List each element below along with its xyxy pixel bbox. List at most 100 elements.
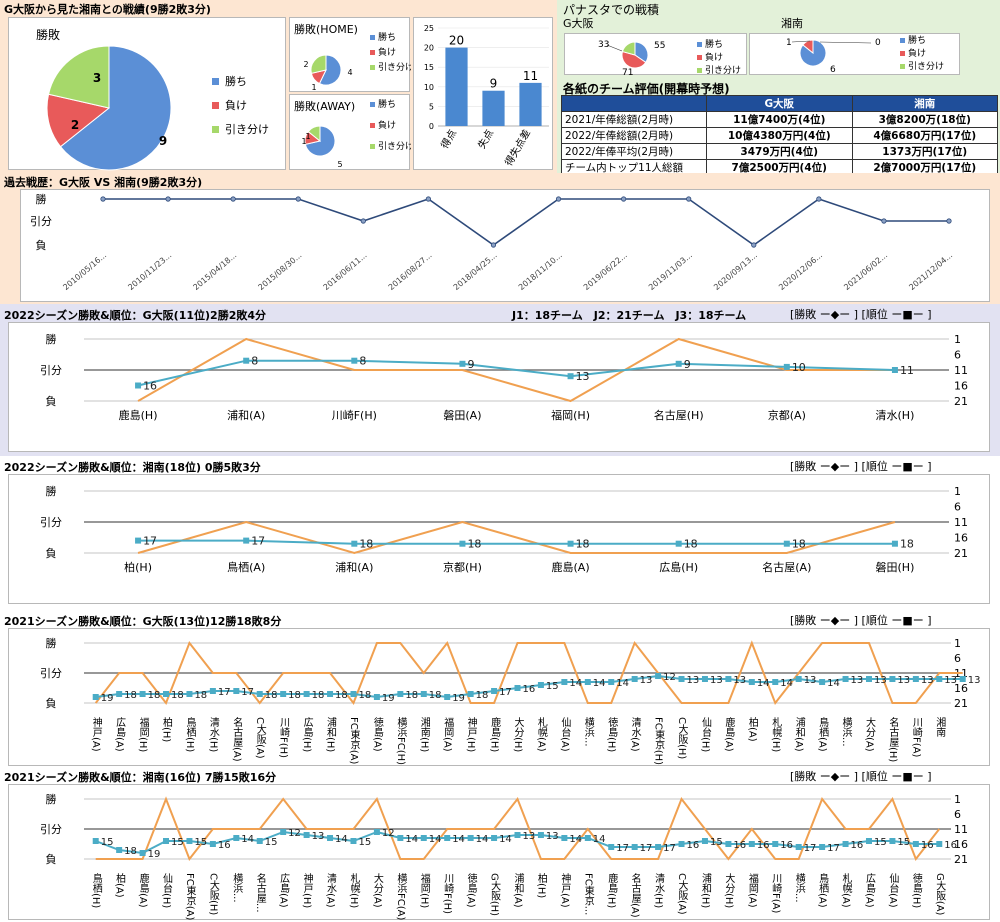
rank-point	[561, 835, 568, 841]
y-label: 引分	[40, 822, 62, 836]
history-point	[621, 196, 627, 202]
bar-得点	[445, 47, 468, 126]
rank-value-label: 16	[780, 840, 793, 851]
x-tick-label: C大阪(A)	[676, 873, 688, 915]
home-pie-title: 勝敗(HOME)	[294, 23, 358, 36]
x-tick-label: FC東京(A)	[184, 873, 196, 920]
rank-point	[139, 691, 146, 697]
x-tick-label: 得失点差	[502, 127, 533, 168]
rank-point	[631, 844, 638, 850]
x-tick-label: 名古屋(A)	[231, 716, 243, 762]
x-tick-label: 鹿島(A)	[723, 716, 735, 752]
x-tick-label: 得点	[439, 128, 459, 151]
rank-value-label: 14	[780, 678, 793, 689]
pie-value-label: 3	[93, 71, 101, 85]
pie-slice-引き分け	[310, 54, 327, 74]
x-tick-label: 柏(A)	[114, 872, 126, 898]
rank-point	[912, 676, 919, 682]
legend-label: 引き分け	[378, 141, 411, 152]
rank-point	[725, 676, 732, 682]
rank-value-label: 14	[569, 678, 582, 689]
x-tick-label: 川崎F(H)	[332, 408, 377, 422]
y-label: 引分	[40, 666, 62, 680]
pie-slice-勝ち	[634, 41, 649, 64]
rank-value-label: 13	[968, 675, 981, 686]
pie-slice-勝ち	[59, 45, 172, 171]
rank-point	[139, 850, 146, 856]
rank-value-label: 15	[546, 681, 559, 692]
history-panel: 過去戦歴：G大阪 VS 湘南(9勝2敗3分) 勝引分負 2010/05/16...…	[0, 173, 1000, 304]
rank-point	[351, 357, 358, 364]
rank-tick-label: 21	[954, 547, 968, 560]
eval-label: 2021/年俸総額(2月時)	[561, 111, 707, 128]
rank-point	[459, 540, 466, 547]
history-point	[100, 196, 106, 202]
pie-slice-引き分け	[621, 41, 636, 56]
x-tick-label: 清水(H)	[653, 872, 665, 909]
x-tick-label: 2020/12/06...	[777, 251, 824, 292]
rank-point	[491, 688, 498, 694]
main-pie-box: 勝敗 9 2 3 勝ち 負け 引き分け	[8, 17, 286, 171]
rank-point	[865, 676, 872, 682]
eval-label: チーム内トップ11人総額	[561, 159, 707, 176]
rank-value-label: 17	[143, 535, 157, 548]
rank-value-label: 17	[241, 687, 254, 698]
season-2021-gosaka-panel: 2021シーズン勝敗&順位：G大阪(13位)12勝18敗8分 [勝敗 ー◆ー ]…	[0, 610, 1000, 766]
rank-point	[842, 841, 849, 847]
x-tick-label: 2010/11/23...	[126, 251, 173, 292]
bar-value-label: 9	[490, 77, 498, 91]
history-line	[103, 198, 949, 246]
rank-point	[467, 835, 474, 841]
rank-point	[233, 688, 240, 694]
rank-tick-label: 16	[954, 532, 968, 545]
x-tick-label: 2010/05/16...	[61, 251, 108, 292]
rank-point	[186, 691, 193, 697]
eval-value-gosaka: 3479万円(4位)	[706, 143, 853, 160]
panasta-shonan-box: 勝ち 負け 引き分け 1 0 6	[749, 33, 960, 75]
x-tick-label: 福岡(H)	[137, 716, 149, 753]
season-2022-shonan-legend: [勝敗 ー◆ー ] [順位 ー■ー ]	[790, 460, 932, 473]
history-point	[230, 196, 236, 202]
rank-value-label: 14	[593, 678, 606, 689]
rank-value-label: 9	[467, 358, 474, 371]
panasta-panel: パナスタでの戦積 G大阪 湘南 勝ち 負け 引き分け 33 55 71 勝ち 負け 引き分け 1…	[557, 0, 1000, 78]
rank-point	[783, 540, 790, 547]
legend-label: 引き分け	[705, 65, 741, 76]
rank-tick-label: 6	[954, 349, 961, 362]
rank-point	[350, 838, 357, 844]
x-tick-label: 鹿島(H)	[119, 408, 158, 422]
x-tick-label: FC東京(A)	[348, 717, 360, 764]
rank-point	[891, 540, 898, 547]
pie-value-label: 33	[598, 40, 609, 50]
history-point	[555, 196, 562, 202]
table-row: 2022/年俸総額(2月時) 10億4380万円(4位) 4億6680万円(17…	[561, 127, 998, 144]
rank-value-label: 17	[616, 843, 629, 854]
x-tick-label: 浦和(A)	[793, 716, 805, 752]
rank-value-label: 16	[687, 840, 700, 851]
x-tick-label: 浦和(A)	[512, 872, 524, 908]
rank-point	[373, 694, 380, 700]
x-tick-label: 柏(H)	[124, 560, 152, 574]
league-info: J1：18チーム J2：21チーム J3：18チーム	[512, 309, 747, 322]
pie-value-label: 0	[875, 38, 881, 48]
eval-header-shonan: 湘南	[851, 95, 998, 112]
eval-value-gosaka: 7億2500万円(4位)	[706, 159, 853, 176]
legend-label: 勝ち	[378, 31, 396, 43]
x-tick-label: 鹿島(A)	[552, 560, 590, 574]
eval-value-shonan: 3億8200万(18位)	[851, 111, 998, 128]
rank-point	[163, 838, 170, 844]
y-label: 負	[36, 239, 47, 252]
x-tick-label: 名古屋(A)	[762, 560, 811, 574]
rank-value-label: 15	[874, 837, 887, 848]
rank-value-label: 14	[827, 678, 840, 689]
rank-value-label: 8	[251, 355, 258, 368]
history-point	[490, 242, 497, 248]
season-2021-shonan-title: 2021シーズン勝敗&順位：湘南(16位) 7勝15敗16分	[4, 771, 277, 784]
rank-value-label: 14	[569, 834, 582, 845]
x-tick-label: 神戸(A)	[559, 872, 571, 908]
rank-value-label: 18	[405, 690, 418, 701]
rank-value-label: 16	[944, 840, 957, 851]
rank-point	[135, 537, 142, 544]
x-tick-label: 名古屋...	[254, 872, 266, 913]
